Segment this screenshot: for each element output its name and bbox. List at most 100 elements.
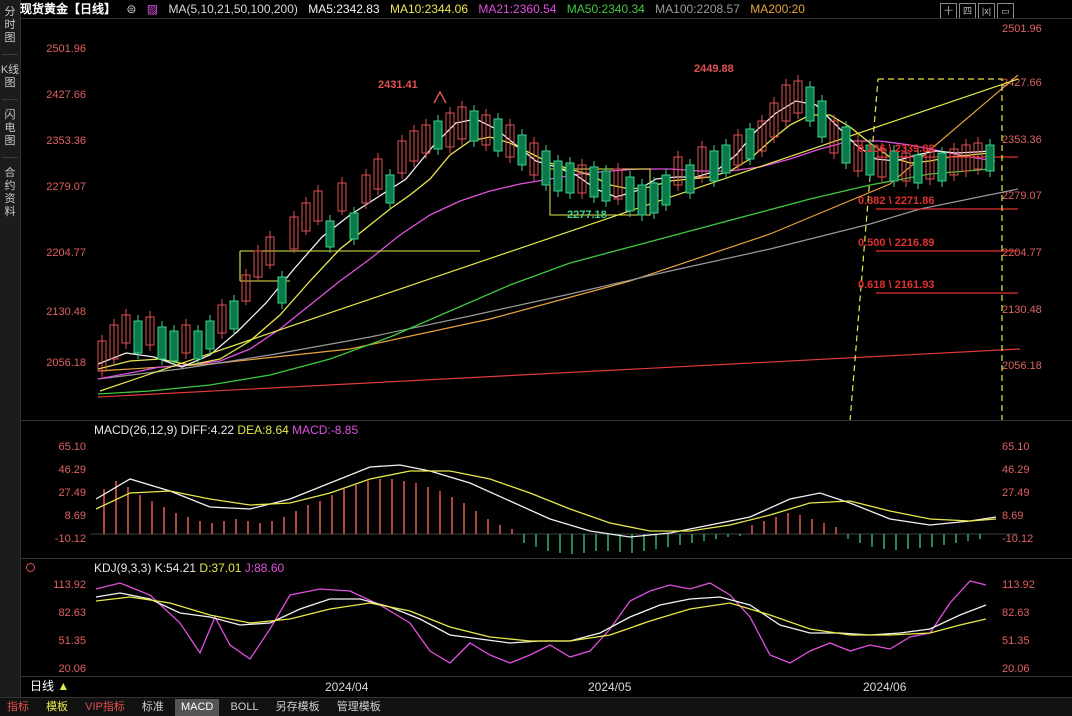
layout-split-icon[interactable]: |x| xyxy=(978,3,995,19)
price-plot-area[interactable]: 2431.41 2449.88 2277.18 0.236 \ 2339.88 … xyxy=(90,19,1021,422)
kdj-svg xyxy=(95,580,987,664)
bottom-toolbar[interactable]: 指标 模板 VIP指标 标准 MACD BOLL 另存模板 管理模板 xyxy=(0,697,1072,716)
x-axis: 2024/04 2024/05 2024/06 xyxy=(20,676,1072,699)
price-chart-panel[interactable]: 2501.96 2427.66 2353.36 2279.07 2204.77 … xyxy=(20,18,1072,422)
ma200-value: MA200:20 xyxy=(750,2,805,16)
y-tick: 2353.36 xyxy=(1002,134,1042,146)
price-svg xyxy=(97,74,1021,422)
ma21-value: MA21:2360.54 xyxy=(478,2,557,16)
y-tick: 8.69 xyxy=(1002,510,1024,522)
y-tick: 113.92 xyxy=(1002,579,1035,591)
divider xyxy=(2,157,18,158)
y-tick: 2427.66 xyxy=(46,89,86,101)
macd-svg xyxy=(90,464,1018,554)
macd-plot-area[interactable] xyxy=(90,421,1018,559)
y-tick: 2501.96 xyxy=(1002,23,1042,35)
macd-title-row: MACD(26,12,9) DIFF:4.22 DEA:8.64 MACD:-8… xyxy=(94,423,358,437)
macd-axis-right: 65.10 46.29 27.49 8.69 -10.12 xyxy=(998,421,1072,559)
fib-236-label: 0.236 \ 2339.88 xyxy=(858,143,935,155)
ma50-value: MA50:2340.34 xyxy=(566,2,645,16)
sidebar-item-minute-chart[interactable]: 分时图 xyxy=(0,0,20,51)
boll-button[interactable]: BOLL xyxy=(230,701,259,713)
ma-marker-icon: ▨ xyxy=(146,2,159,16)
divider xyxy=(2,54,18,55)
minute-chart-label: 分时图 xyxy=(4,6,16,44)
macd-axis-left: 65.10 46.29 27.49 8.69 -10.12 xyxy=(20,421,90,559)
y-tick: 113.92 xyxy=(53,579,86,591)
y-tick: 46.29 xyxy=(1002,464,1030,476)
kdj-title: KDJ(9,3,3) xyxy=(94,561,152,575)
kdj-plot-area[interactable] xyxy=(90,559,998,677)
macd-button[interactable]: MACD xyxy=(174,699,220,716)
contract-info-label: 合约资料 xyxy=(4,167,16,218)
divider xyxy=(2,99,18,100)
flash-chart-label: 闪电图 xyxy=(4,109,16,147)
kdj-title-row: KDJ(9,3,3) K:54.21 D:37.01 J:88.60 xyxy=(94,561,284,575)
swing-low-label: 2277.18 xyxy=(567,209,607,221)
sidebar-item-flash-chart[interactable]: 闪电图 xyxy=(0,103,20,154)
ma5-value: MA5:2342.83 xyxy=(308,2,380,16)
layout-maximize-icon[interactable]: ▭ xyxy=(997,3,1014,19)
kdj-j-value: J:88.60 xyxy=(244,561,285,575)
left-toolbar: 分时图 K线图 闪电图 合约资料 xyxy=(0,0,21,700)
y-tick: 2056.18 xyxy=(1002,360,1042,372)
y-tick: 46.29 xyxy=(58,464,86,476)
macd-title: MACD(26,12,9) xyxy=(94,423,178,437)
ma-params-label: MA(5,10,21,50,100,200) xyxy=(168,2,298,16)
x-tick: 2024/04 xyxy=(325,680,369,694)
period-selector[interactable]: 日线 ▲ xyxy=(20,676,80,697)
y-tick: 2056.18 xyxy=(46,357,86,369)
period-arrow-icon[interactable]: ▲ xyxy=(57,679,70,693)
y-tick: 8.69 xyxy=(64,510,86,522)
ma100-value: MA100:2208.57 xyxy=(655,2,740,16)
ma10-value: MA10:2344.06 xyxy=(389,2,469,16)
fib-500-label: 0.500 \ 2216.89 xyxy=(858,237,935,249)
other-template-button[interactable]: 另存模板 xyxy=(275,701,320,713)
y-tick: 2279.07 xyxy=(1002,190,1042,202)
sidebar-item-contract-info[interactable]: 合约资料 xyxy=(0,161,20,225)
fib-382-label: 0.382 \ 2271.86 xyxy=(858,195,935,207)
period-label: 日线 xyxy=(30,679,55,693)
y-tick: 2353.36 xyxy=(46,135,86,147)
page-title: 现货黄金【日线】 xyxy=(20,2,117,16)
y-tick: 2204.77 xyxy=(1002,247,1042,259)
indicator-menu[interactable]: 指标 xyxy=(7,701,29,713)
y-tick: 82.63 xyxy=(58,607,86,619)
y-tick: 2130.48 xyxy=(1002,304,1042,316)
symbol-settings-icon[interactable]: ⊜ xyxy=(126,2,137,16)
macd-dea-value: DEA:8.64 xyxy=(237,423,289,437)
layout-single-icon[interactable]: 十 xyxy=(940,3,957,19)
vip-indicator-menu[interactable]: VIP指标 xyxy=(85,701,125,713)
manage-template-button[interactable]: 管理模板 xyxy=(336,701,381,713)
y-tick: -10.12 xyxy=(54,533,86,545)
standard-button[interactable]: 标准 xyxy=(141,701,164,713)
sidebar-item-k-line-chart[interactable]: K线图 xyxy=(0,58,20,96)
y-tick: 20.06 xyxy=(1002,663,1030,675)
kdj-d-value: D:37.01 xyxy=(199,561,242,575)
kdj-panel[interactable]: KDJ(9,3,3) K:54.21 D:37.01 J:88.60 113.9… xyxy=(20,558,1072,677)
y-tick: 65.10 xyxy=(58,441,86,453)
k-line-chart-label: K线图 xyxy=(0,64,20,89)
kdj-k-value: K:54.21 xyxy=(154,561,197,575)
swing-high-label: 2431.41 xyxy=(378,79,418,91)
price-axis-left: 2501.96 2427.66 2353.36 2279.07 2204.77 … xyxy=(20,19,90,421)
y-tick: 2501.96 xyxy=(46,43,86,55)
y-tick: 2130.48 xyxy=(46,306,86,318)
y-tick: 51.35 xyxy=(1002,635,1030,647)
y-tick: 65.10 xyxy=(1002,441,1030,453)
macd-diff-value: DIFF:4.22 xyxy=(180,423,235,437)
y-tick: 20.06 xyxy=(58,663,86,675)
y-tick: 2204.77 xyxy=(46,247,86,259)
kdj-indicator-dot-icon[interactable] xyxy=(26,563,35,572)
chart-header: 现货黄金【日线】 ⊜ ▨ MA(5,10,21,50,100,200) MA5:… xyxy=(20,0,1072,19)
layout-quad-icon[interactable]: 四 xyxy=(959,3,976,19)
x-tick: 2024/05 xyxy=(588,680,632,694)
y-tick: -10.12 xyxy=(1002,533,1034,545)
template-menu[interactable]: 模板 xyxy=(46,701,69,713)
x-tick: 2024/06 xyxy=(863,680,907,694)
macd-panel[interactable]: MACD(26,12,9) DIFF:4.22 DEA:8.64 MACD:-8… xyxy=(20,420,1072,559)
window-layout-icons: 十四 |x| ▭ xyxy=(938,1,1014,19)
y-tick: 82.63 xyxy=(1002,607,1030,619)
kdj-axis-right: 113.92 82.63 51.35 20.06 xyxy=(998,559,1072,677)
